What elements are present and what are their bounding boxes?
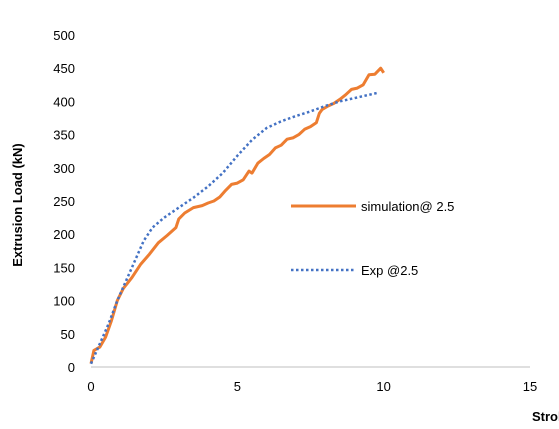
x-tick-label: 15 bbox=[523, 379, 537, 394]
y-tick-label: 300 bbox=[53, 161, 75, 176]
y-tick-label: 350 bbox=[53, 128, 75, 143]
x-tick-label: 0 bbox=[87, 379, 94, 394]
legend-item-simulation: simulation@ 2.5 bbox=[291, 199, 454, 214]
y-tick-label: 200 bbox=[53, 227, 75, 242]
y-tick-label: 250 bbox=[53, 194, 75, 209]
legend-label-simulation: simulation@ 2.5 bbox=[361, 199, 454, 214]
y-tick-label: 150 bbox=[53, 260, 75, 275]
x-tick-label: 5 bbox=[234, 379, 241, 394]
y-tick-label: 500 bbox=[53, 28, 75, 43]
legend: simulation@ 2.5 Exp @2.5 bbox=[291, 199, 454, 278]
y-axis-ticks: 0 50 100 150 200 250 300 350 400 450 500 bbox=[53, 28, 75, 375]
x-tick-label: 10 bbox=[376, 379, 390, 394]
y-tick-label: 0 bbox=[68, 360, 75, 375]
legend-item-exp: Exp @2.5 bbox=[291, 263, 418, 278]
x-axis-ticks: 0 5 10 15 bbox=[87, 379, 537, 394]
y-axis-title: Extrusion Load (kN) bbox=[10, 143, 25, 267]
y-tick-label: 450 bbox=[53, 61, 75, 76]
x-axis-title: Stroke bbox=[532, 409, 559, 424]
series-line-exp bbox=[89, 91, 379, 365]
y-tick-label: 100 bbox=[53, 294, 75, 309]
series-layer bbox=[89, 66, 385, 365]
series-line-simulation bbox=[89, 66, 385, 365]
legend-label-exp: Exp @2.5 bbox=[361, 263, 418, 278]
y-tick-label: 400 bbox=[53, 94, 75, 109]
y-tick-label: 50 bbox=[61, 327, 75, 342]
